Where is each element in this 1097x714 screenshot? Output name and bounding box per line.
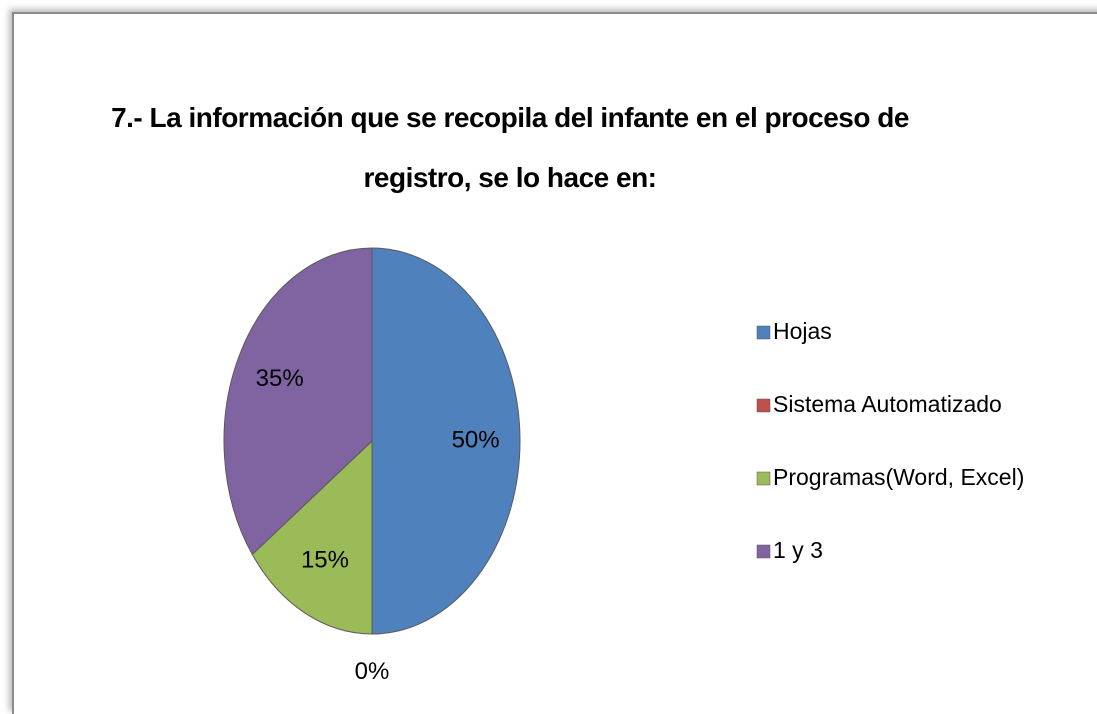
data-label: 50%	[452, 426, 500, 453]
chart-frame	[12, 12, 1097, 714]
data-label: 0%	[355, 658, 390, 685]
legend-label: Hojas	[773, 318, 832, 344]
legend-swatch	[756, 471, 771, 486]
legend-swatch	[756, 398, 771, 413]
legend-label: Sistema Automatizado	[773, 391, 1002, 417]
data-label: 35%	[256, 365, 304, 392]
chart-title: 7.- La información que se recopila del i…	[111, 102, 909, 193]
legend-swatch	[756, 325, 771, 340]
pie-slice	[371, 247, 521, 635]
legend-label: 1 y 3	[773, 537, 823, 563]
legend-swatch	[756, 544, 771, 559]
pie-slice	[223, 247, 373, 556]
pie-slice	[251, 439, 373, 635]
data-label: 15%	[301, 547, 349, 574]
legend-label: Programas(Word, Excel)	[773, 464, 1024, 490]
